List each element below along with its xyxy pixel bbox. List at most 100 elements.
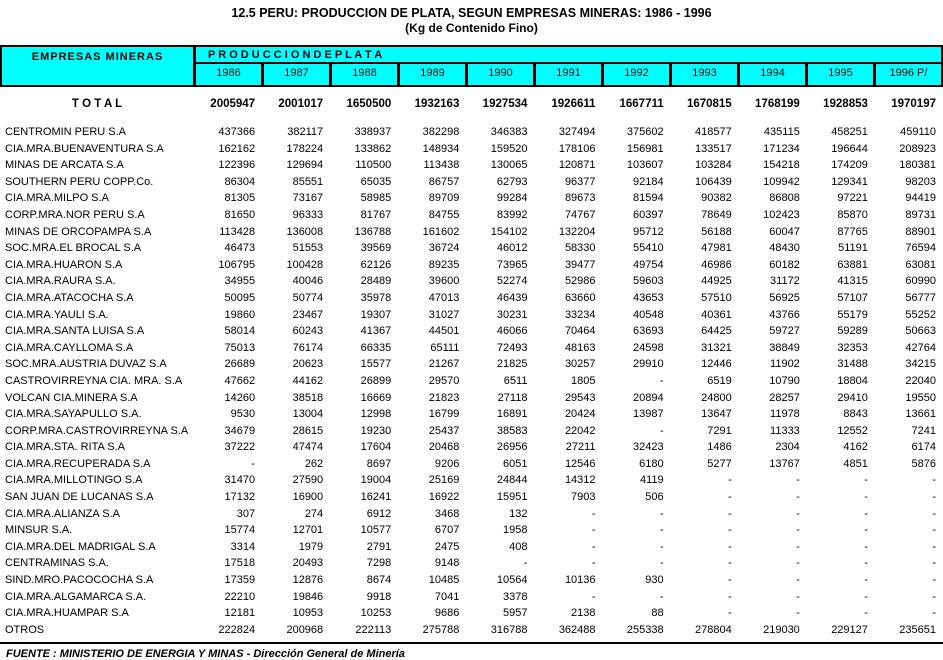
value-cell: 34679 [224,424,256,437]
header-year-row: 1986 1987 1988 1989 1990 1991 1992 1993 1994 1995… [196,64,941,85]
company-name: SIND.MRO.PACOCOCHA S.A [5,574,154,587]
value-cell: 459110 [900,126,936,138]
value-cell: 24800 [701,391,732,404]
value-cell: - [932,557,936,570]
total-value: 2005947 [210,98,256,110]
value-cell: - [796,590,800,603]
value-cell: 19307 [360,308,392,321]
table-row: CIA.MRA.HUAMPAR S.A 12181 10953 10253 9686 59… [0,605,943,622]
value-cell: 87765 [837,225,868,238]
value-cell: 16900 [292,491,324,504]
value-cell: 70464 [564,325,596,338]
year-label: 1989 [400,64,468,85]
table-row: CIA.MRA.MILPO S.A 81305 73167 58985 89709 992… [0,190,943,207]
value-cell: - [728,557,732,570]
value-cell: 84755 [428,208,460,221]
value-cell: 27211 [565,441,596,454]
value-cell: 60397 [633,208,664,221]
value-cell: 22042 [564,424,596,437]
value-cell: 58985 [360,192,392,205]
value-cell: 19846 [292,590,324,603]
value-cell: 52274 [496,275,528,288]
value-cell: 156981 [626,142,664,155]
value-cell: 78649 [701,208,732,221]
table-row: CIA.MRA.SANTA LUISA S.A 58014 60243 41367 44… [0,323,943,340]
value-cell: 19230 [360,424,392,437]
total-value: 1970197 [891,98,936,110]
company-name: CORP.MRA.NOR PERU S.A [5,208,145,221]
value-cell: - [591,590,596,603]
value-cell: 132204 [558,225,596,238]
value-cell: 89731 [905,208,936,221]
value-cell: 29570 [428,374,460,387]
value-cell: - [864,540,868,553]
value-cell: 1486 [707,441,732,454]
value-cell: 13004 [292,408,324,421]
value-cell: - [659,374,664,387]
value-cell: 95712 [633,225,664,238]
value-cell: 106795 [218,258,256,271]
value-cell: 219030 [763,623,800,636]
total-value: 2001017 [278,98,324,110]
company-name: OTROS [5,623,45,636]
value-cell: 11333 [770,424,800,437]
value-cell: 60990 [905,275,936,288]
value-cell: 29410 [837,391,868,404]
value-cell: 120871 [558,159,596,172]
value-cell: 63881 [837,258,868,271]
value-cell: - [523,557,528,570]
value-cell: 4162 [843,441,868,454]
value-cell: 31488 [837,358,868,371]
value-cell: 200968 [286,623,324,636]
value-cell: 86757 [428,175,460,188]
value-cell: 86304 [224,175,256,188]
value-cell: 103607 [626,159,664,172]
value-cell: 73167 [292,192,324,205]
total-value: 1927534 [482,98,528,110]
value-cell: 458251 [831,126,868,138]
value-cell: 8697 [366,457,392,470]
value-cell: 6180 [639,457,664,470]
value-cell: 89709 [428,192,460,205]
value-cell: - [864,524,868,537]
value-cell: 74767 [564,208,596,221]
table-row: SIND.MRO.PACOCOCHA S.A 17359 12876 8674 1048… [0,572,943,589]
value-cell: 40548 [633,308,664,321]
value-cell: - [796,607,800,620]
value-cell: 55252 [905,308,936,321]
company-name: CIA.MRA.HUAMPAR S.A [5,607,129,620]
value-cell: 362488 [558,623,596,636]
value-cell: 59727 [769,325,800,338]
value-cell: 375602 [626,126,664,138]
year-label: 1995 [808,64,876,85]
value-cell: 12546 [564,457,596,470]
value-cell: 29910 [633,358,664,371]
value-cell: 2138 [571,607,596,620]
value-cell: 19004 [360,474,392,487]
value-cell: 99284 [496,192,528,205]
value-cell: 178224 [286,142,324,155]
value-cell: 2791 [366,540,392,553]
value-cell: 30257 [564,358,596,371]
value-cell: 110500 [355,159,392,172]
value-cell: 7041 [434,590,460,603]
company-name: MINAS DE ARCATA S.A [5,159,124,172]
value-cell: - [932,574,936,587]
table-row: CENTROMIN PERU S.A 437366 382117 338937 3822… [0,124,943,141]
value-cell: 52986 [564,275,596,288]
value-cell: 26956 [496,441,528,454]
value-cell: 10790 [769,374,800,387]
value-cell: - [864,474,868,487]
value-cell: 96377 [564,175,596,188]
value-cell: - [728,574,732,587]
year-label: 1991 [536,64,604,85]
value-cell: 100428 [286,258,324,271]
value-cell: 7903 [571,491,596,504]
value-cell: 56188 [701,225,732,238]
value-cell: - [796,574,800,587]
value-cell: 81650 [224,208,256,221]
value-cell: 136788 [354,225,392,238]
value-cell: 11902 [770,358,800,371]
company-name: CENTROMIN PERU S.A [5,126,127,138]
value-cell: 208923 [899,142,936,155]
